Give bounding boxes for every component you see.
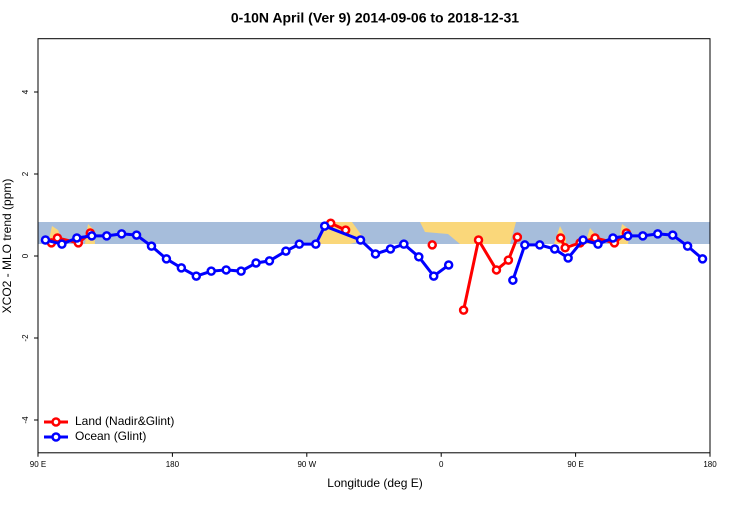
data-point bbox=[491, 265, 502, 275]
x-tick-label: 90 W bbox=[297, 460, 316, 469]
x-tick-label: 0 bbox=[439, 460, 444, 469]
data-point bbox=[131, 230, 142, 240]
data-point bbox=[101, 231, 112, 241]
data-point bbox=[264, 256, 275, 266]
data-point bbox=[512, 232, 523, 242]
data-point bbox=[638, 231, 648, 241]
legend-marker bbox=[51, 417, 61, 427]
data-point bbox=[520, 240, 530, 250]
legend-label: Ocean (Glint) bbox=[75, 429, 146, 443]
data-point bbox=[355, 235, 366, 245]
data-point bbox=[578, 235, 588, 245]
data-point bbox=[116, 229, 127, 239]
x-tick-label: 180 bbox=[166, 460, 180, 469]
data-point bbox=[294, 239, 305, 249]
x-tick-label: 90 E bbox=[567, 460, 583, 469]
data-point bbox=[563, 253, 573, 263]
data-point bbox=[427, 240, 437, 250]
data-point bbox=[72, 233, 82, 243]
chart-title: 0-10N April (Ver 9) 2014-09-06 to 2018-1… bbox=[231, 10, 519, 26]
legend-label: Land (Nadir&Glint) bbox=[75, 414, 174, 428]
land-patch bbox=[420, 222, 516, 244]
data-point bbox=[682, 241, 693, 251]
data-point bbox=[652, 229, 663, 239]
data-point bbox=[87, 231, 97, 241]
plot-frame bbox=[37, 38, 711, 454]
y-tick-label: 4 bbox=[21, 89, 30, 94]
data-point bbox=[623, 231, 633, 241]
x-axis-label: Longitude (deg E) bbox=[327, 476, 422, 490]
data-point bbox=[667, 230, 678, 240]
legend-marker bbox=[51, 432, 61, 442]
data-point bbox=[191, 271, 202, 281]
data-point bbox=[57, 239, 67, 249]
data-point bbox=[319, 221, 330, 231]
data-point bbox=[161, 254, 172, 264]
data-point bbox=[555, 233, 566, 243]
series-line bbox=[462, 235, 519, 311]
data-point bbox=[40, 235, 51, 245]
data-point bbox=[458, 305, 469, 315]
data-point bbox=[503, 255, 514, 265]
x-tick-label: 90 E bbox=[30, 460, 46, 469]
data-point bbox=[443, 260, 454, 270]
data-point bbox=[549, 244, 560, 254]
data-point bbox=[473, 235, 484, 245]
data-point bbox=[414, 252, 424, 262]
data-point bbox=[370, 249, 381, 259]
data-point bbox=[281, 246, 291, 256]
data-point bbox=[593, 239, 603, 249]
y-axis-label: XCO2 - MLO trend (ppm) bbox=[0, 179, 14, 314]
x-tick-label: 180 bbox=[703, 460, 717, 469]
data-point bbox=[221, 265, 231, 275]
data-point bbox=[206, 266, 216, 276]
data-point bbox=[535, 240, 545, 250]
ocean-band bbox=[38, 222, 710, 244]
y-tick-label: -2 bbox=[21, 334, 30, 342]
data-point bbox=[385, 244, 396, 254]
data-point bbox=[697, 254, 708, 264]
data-point bbox=[608, 233, 618, 243]
data-point bbox=[560, 243, 570, 253]
y-tick-label: 2 bbox=[21, 171, 30, 176]
y-tick-label: -4 bbox=[21, 416, 30, 424]
data-point bbox=[176, 263, 187, 273]
data-point bbox=[146, 241, 157, 251]
data-point bbox=[508, 275, 518, 285]
data-point bbox=[399, 239, 409, 249]
data-point bbox=[428, 271, 439, 281]
y-tick-label: 0 bbox=[21, 253, 30, 258]
data-point bbox=[236, 266, 246, 276]
data-point bbox=[251, 258, 261, 268]
data-point bbox=[311, 239, 321, 249]
